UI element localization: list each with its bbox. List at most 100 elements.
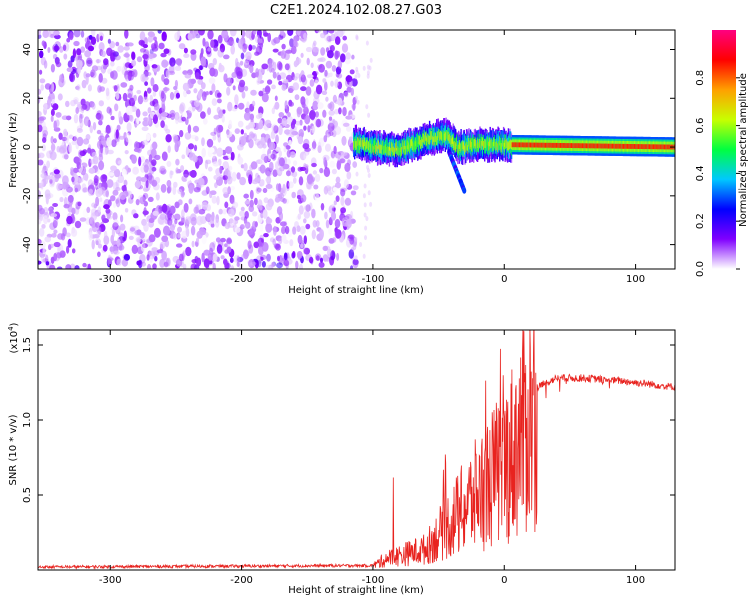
heatmap-cell	[115, 157, 122, 166]
heatmap-cell	[327, 50, 334, 59]
heatmap-cell	[87, 84, 92, 92]
heatmap-cell	[200, 111, 206, 119]
heatmap-cell	[345, 52, 351, 60]
heatmap-cell	[39, 116, 47, 121]
heatmap-cell	[95, 188, 103, 198]
heatmap-cell	[444, 131, 446, 141]
heatmap-cell	[174, 65, 182, 71]
heatmap-cell	[472, 137, 474, 147]
heatmap-cell	[260, 136, 266, 146]
heatmap-cell	[363, 183, 367, 189]
heatmap-cell	[211, 98, 218, 106]
heatmap-cell	[49, 264, 56, 269]
heatmap-cell	[604, 143, 606, 149]
heatmap-cell	[278, 150, 282, 157]
heatmap-cell	[464, 145, 466, 155]
heatmap-cell	[343, 122, 350, 127]
heatmap-cell	[638, 144, 640, 149]
heatmap-cell	[647, 144, 650, 150]
heatmap-cell	[589, 143, 591, 149]
heatmap-cell	[436, 135, 439, 145]
heatmap-cell	[103, 58, 109, 66]
heatmap-cell	[96, 58, 100, 64]
heatmap-cell	[176, 169, 182, 174]
heatmap-cell	[376, 142, 378, 152]
heatmap-cell	[169, 170, 173, 179]
heatmap-cell	[145, 133, 151, 142]
heatmap-cell	[92, 155, 99, 165]
heatmap-cell	[407, 140, 409, 150]
heatmap-cell	[362, 65, 366, 71]
heatmap-cell	[62, 153, 69, 160]
heatmap-cell	[149, 100, 156, 107]
heatmap-cell	[237, 120, 244, 128]
heatmap-cell	[356, 99, 360, 105]
x-tick-label: 0	[501, 575, 507, 586]
heatmap-cell	[282, 163, 290, 170]
heatmap-cell	[250, 226, 255, 233]
heatmap-cell	[135, 198, 140, 206]
heatmap-cell	[57, 233, 64, 240]
heatmap-cell	[337, 81, 343, 90]
heatmap-cell	[78, 113, 83, 124]
heatmap-cell	[423, 133, 425, 143]
heatmap-cell	[217, 92, 222, 98]
heatmap-cell	[386, 137, 388, 153]
heatmap-cell	[279, 221, 287, 227]
heatmap-cell	[367, 112, 371, 118]
heatmap-cell	[666, 144, 668, 150]
heatmap-cell	[276, 72, 280, 81]
heatmap-cell	[115, 199, 119, 204]
heatmap-cell	[323, 135, 328, 143]
heatmap-cell	[523, 142, 525, 148]
heatmap-cell	[275, 146, 281, 152]
heatmap-cell	[157, 30, 162, 34]
heatmap-cell	[165, 128, 171, 134]
heatmap-cell	[234, 226, 241, 233]
heatmap-cell	[173, 135, 179, 144]
heatmap-cell	[127, 138, 133, 146]
heatmap-cell	[281, 117, 288, 127]
heatmap-cell	[364, 235, 367, 241]
heatmap-cell	[167, 145, 171, 154]
heatmap-cell	[291, 171, 298, 178]
heatmap-cell	[50, 136, 54, 144]
heatmap-cell	[646, 144, 648, 150]
heatmap-cell	[354, 74, 358, 80]
heatmap-cell	[143, 117, 149, 122]
heatmap-cell	[542, 142, 544, 148]
heatmap-cell	[190, 216, 197, 226]
heatmap-cell	[291, 191, 297, 199]
heatmap-cell	[567, 143, 569, 148]
heatmap-cell	[39, 78, 46, 84]
heatmap-cell	[546, 142, 548, 148]
heatmap-cell	[42, 130, 49, 137]
heatmap-cell	[163, 205, 171, 215]
heatmap-cell	[285, 145, 291, 150]
heatmap-cell	[248, 262, 253, 268]
heatmap-cell	[469, 140, 472, 150]
heatmap-cell	[372, 136, 374, 151]
heatmap-cell	[259, 42, 264, 50]
heatmap-cell	[127, 190, 133, 200]
heatmap-cell	[98, 100, 105, 107]
heatmap-cell	[216, 176, 223, 186]
heatmap-cell	[120, 82, 128, 88]
heatmap-cell	[244, 107, 250, 114]
heatmap-cell	[392, 147, 394, 156]
heatmap-cell	[115, 187, 121, 191]
heatmap-cell	[246, 108, 251, 116]
top-x-axis: -300 -200 -100 0 100	[99, 30, 645, 285]
heatmap-cell	[193, 88, 198, 94]
heatmap-cell	[281, 226, 286, 235]
heatmap-cell	[288, 99, 293, 107]
heatmap-cell	[100, 50, 106, 57]
heatmap-cell	[227, 165, 233, 171]
heatmap-cell	[278, 157, 285, 167]
heatmap-cell	[65, 100, 70, 108]
heatmap-cell	[243, 132, 247, 138]
top-x-axis-label: Height of straight line (km)	[288, 285, 424, 296]
heatmap-cell	[159, 165, 166, 171]
heatmap-cell	[263, 197, 269, 204]
heatmap-cell	[566, 143, 568, 148]
